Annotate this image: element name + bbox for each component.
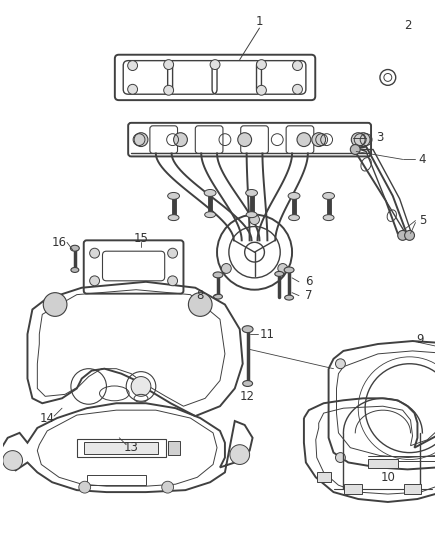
Text: 14: 14 bbox=[40, 411, 55, 425]
Circle shape bbox=[173, 133, 187, 147]
Ellipse shape bbox=[246, 190, 258, 196]
Circle shape bbox=[293, 61, 302, 70]
Ellipse shape bbox=[168, 215, 179, 221]
Circle shape bbox=[221, 263, 231, 273]
Text: 1: 1 bbox=[256, 14, 263, 28]
Circle shape bbox=[398, 230, 408, 240]
Circle shape bbox=[336, 453, 346, 463]
Circle shape bbox=[3, 450, 22, 471]
Circle shape bbox=[257, 85, 266, 95]
Text: 13: 13 bbox=[124, 441, 138, 454]
Circle shape bbox=[405, 230, 414, 240]
Circle shape bbox=[164, 60, 173, 69]
Circle shape bbox=[188, 293, 212, 317]
Circle shape bbox=[164, 85, 173, 95]
Text: 8: 8 bbox=[197, 289, 204, 302]
Ellipse shape bbox=[284, 267, 294, 273]
Ellipse shape bbox=[323, 192, 335, 199]
Ellipse shape bbox=[285, 295, 293, 300]
Bar bbox=[87, 475, 146, 485]
Circle shape bbox=[162, 481, 173, 493]
Ellipse shape bbox=[205, 212, 215, 217]
Circle shape bbox=[127, 84, 138, 94]
Bar bbox=[404, 484, 421, 494]
Bar bbox=[344, 484, 362, 494]
Circle shape bbox=[293, 84, 302, 94]
Text: 6: 6 bbox=[305, 276, 313, 288]
Bar bbox=[317, 472, 331, 482]
Bar bbox=[168, 441, 180, 455]
Text: 16: 16 bbox=[52, 236, 67, 249]
Text: 3: 3 bbox=[376, 131, 384, 144]
Circle shape bbox=[90, 276, 99, 286]
Circle shape bbox=[168, 276, 177, 286]
Ellipse shape bbox=[213, 272, 223, 278]
Ellipse shape bbox=[214, 294, 223, 299]
Circle shape bbox=[250, 215, 259, 224]
Circle shape bbox=[168, 248, 177, 258]
Text: 4: 4 bbox=[419, 153, 426, 166]
Ellipse shape bbox=[323, 215, 334, 221]
Bar bbox=[84, 442, 158, 454]
Text: 12: 12 bbox=[240, 390, 255, 403]
Circle shape bbox=[257, 60, 266, 69]
Text: 5: 5 bbox=[419, 214, 426, 227]
Circle shape bbox=[297, 133, 311, 147]
Text: 9: 9 bbox=[417, 333, 424, 345]
Circle shape bbox=[230, 445, 250, 464]
Circle shape bbox=[278, 263, 288, 273]
Circle shape bbox=[79, 481, 91, 493]
Circle shape bbox=[351, 133, 365, 147]
Ellipse shape bbox=[275, 271, 284, 277]
Circle shape bbox=[356, 133, 370, 147]
Ellipse shape bbox=[289, 215, 300, 221]
Circle shape bbox=[134, 133, 148, 147]
Ellipse shape bbox=[246, 212, 257, 217]
Ellipse shape bbox=[243, 381, 253, 386]
Text: 11: 11 bbox=[260, 328, 275, 341]
Circle shape bbox=[90, 248, 99, 258]
Ellipse shape bbox=[288, 192, 300, 199]
Text: 15: 15 bbox=[134, 232, 148, 245]
Text: 7: 7 bbox=[305, 289, 313, 302]
Circle shape bbox=[43, 293, 67, 317]
Circle shape bbox=[312, 133, 325, 147]
Bar bbox=[368, 458, 398, 469]
Circle shape bbox=[336, 359, 346, 369]
Circle shape bbox=[238, 133, 251, 147]
Bar bbox=[77, 439, 166, 457]
Circle shape bbox=[210, 60, 220, 69]
Text: 2: 2 bbox=[404, 19, 411, 31]
Circle shape bbox=[131, 377, 151, 397]
Ellipse shape bbox=[71, 245, 79, 251]
Ellipse shape bbox=[71, 268, 79, 272]
Ellipse shape bbox=[242, 326, 253, 333]
Ellipse shape bbox=[204, 190, 216, 196]
Circle shape bbox=[127, 61, 138, 70]
Ellipse shape bbox=[168, 192, 180, 199]
Circle shape bbox=[350, 144, 360, 155]
Text: 10: 10 bbox=[380, 471, 395, 484]
